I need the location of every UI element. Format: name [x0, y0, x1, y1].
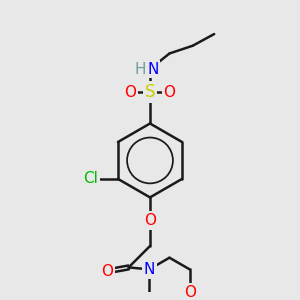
Text: H: H	[134, 61, 146, 76]
Text: Cl: Cl	[83, 171, 98, 186]
Text: O: O	[184, 285, 196, 300]
Text: N: N	[143, 262, 155, 277]
Text: S: S	[145, 83, 155, 101]
Text: O: O	[101, 264, 113, 279]
Text: N: N	[147, 61, 159, 76]
Text: O: O	[164, 85, 175, 100]
Text: O: O	[144, 213, 156, 228]
Text: O: O	[124, 85, 136, 100]
